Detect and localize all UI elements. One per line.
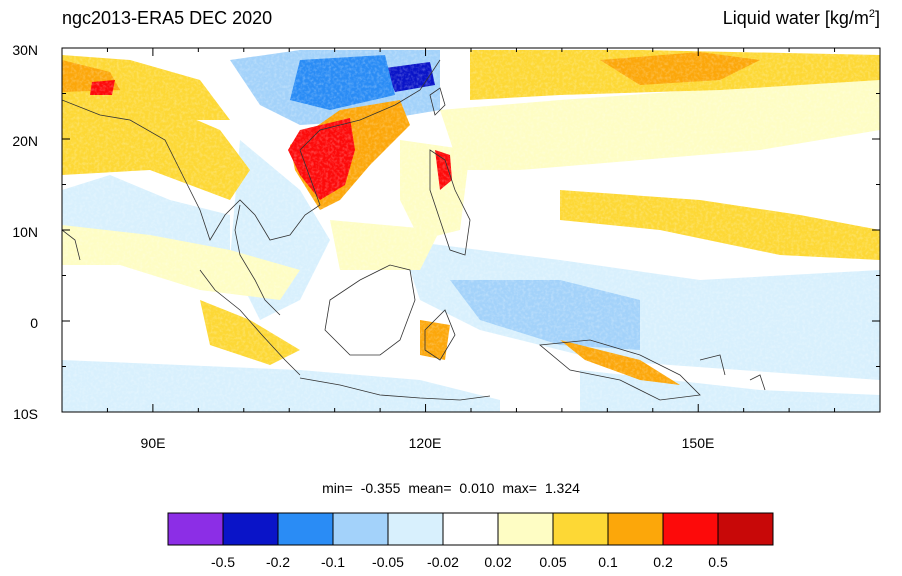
- field-statistics: min= -0.355 mean= 0.010 max= 1.324: [0, 480, 902, 496]
- max-label: max=: [502, 480, 537, 496]
- map-ticks: [61, 47, 881, 413]
- plot-title-right: Liquid water [kg/m2]: [723, 8, 880, 29]
- lat-label-30n: 30N: [12, 42, 38, 58]
- lat-label-10n: 10N: [12, 224, 38, 240]
- units-close: ]: [874, 8, 880, 28]
- mean-label: mean=: [408, 480, 452, 496]
- map-panel: 30N 20N 10N 0 10S 90E 120E 150E: [12, 42, 881, 451]
- colorbar-swatch: [607, 512, 664, 546]
- colorbar-tick-label: 0.5: [708, 554, 728, 570]
- colorbar-tick-label: -0.2: [266, 554, 290, 570]
- colorbar-swatch: [717, 512, 774, 546]
- units-superscript: 2: [868, 8, 875, 20]
- max-value: 1.324: [544, 480, 580, 496]
- colorbar-tick-label: 0.05: [539, 554, 566, 570]
- colorbar-swatch: [277, 512, 334, 546]
- colorbar-swatch: [332, 512, 389, 546]
- colorbar-tick-label: -0.05: [372, 554, 404, 570]
- min-value: -0.355: [360, 480, 401, 496]
- colorbar-tick-label: 0.2: [653, 554, 673, 570]
- colorbar-swatch: [167, 512, 224, 546]
- colorbar-swatch: [552, 512, 609, 546]
- lon-label-150e: 150E: [682, 435, 715, 451]
- min-label: min=: [322, 480, 353, 496]
- coastlines: [62, 59, 766, 401]
- lat-label-0: 0: [30, 315, 38, 331]
- colorbar-swatch: [442, 512, 499, 546]
- lat-label-10s: 10S: [13, 406, 38, 422]
- lon-label-120e: 120E: [409, 435, 442, 451]
- colorbar-tick-label: -0.02: [427, 554, 459, 570]
- colorbar-swatch: [662, 512, 719, 546]
- colorbar-swatch: [497, 512, 554, 546]
- colorbar-tick-label: 0.02: [484, 554, 511, 570]
- lat-label-20n: 20N: [12, 133, 38, 149]
- plot-title-left: ngc2013-ERA5 DEC 2020: [62, 8, 273, 28]
- colorbar-swatch: [387, 512, 444, 546]
- colorbar-tick-label: -0.5: [211, 554, 235, 570]
- colorbar-swatch: [222, 512, 279, 546]
- mean-value: 0.010: [459, 480, 495, 496]
- colorbar-tick-label: 0.1: [598, 554, 618, 570]
- lon-label-90e: 90E: [141, 435, 166, 451]
- colorbar-tick-label: -0.1: [321, 554, 345, 570]
- liquid-water-field: [62, 48, 880, 412]
- units-label: Liquid water [kg/m: [722, 8, 869, 28]
